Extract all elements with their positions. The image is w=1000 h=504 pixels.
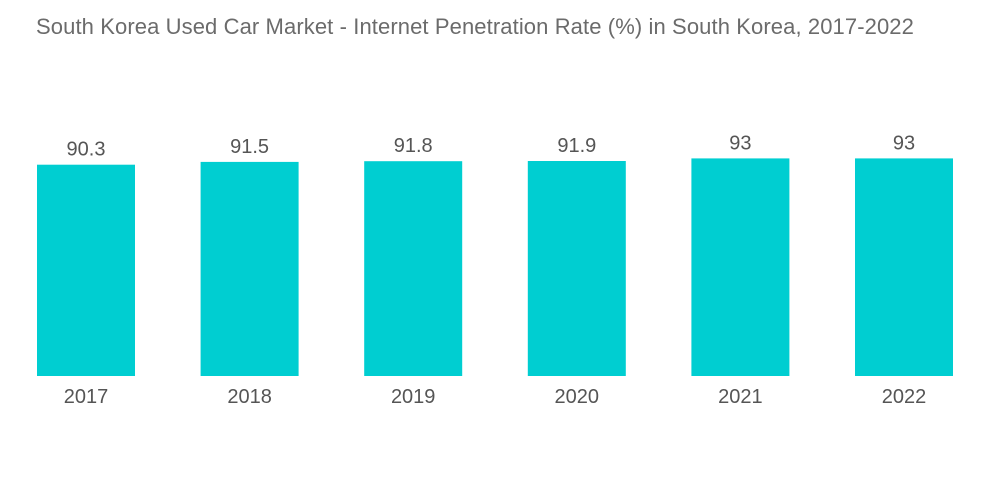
data-label-2019: 91.8 <box>394 135 433 157</box>
x-tick-label-2020: 2020 <box>555 386 600 408</box>
bars-layer <box>37 158 953 376</box>
data-label-2017: 90.3 <box>67 139 106 161</box>
x-axis-tick-labels: 2017 2018 2019 2020 2021 2022 <box>64 386 927 408</box>
bar-2017 <box>37 164 135 376</box>
data-label-2020: 91.9 <box>557 135 596 157</box>
data-labels-layer: 90.3 91.5 91.8 91.9 93 93 <box>67 132 916 160</box>
bar-2020 <box>527 161 626 376</box>
data-label-2022: 93 <box>893 132 915 154</box>
data-label-2021: 93 <box>729 132 751 154</box>
bar-2019 <box>364 161 463 376</box>
data-label-2018: 91.5 <box>230 136 269 158</box>
x-tick-label-2017: 2017 <box>64 386 109 408</box>
x-tick-label-2018: 2018 <box>227 386 272 408</box>
x-tick-label-2022: 2022 <box>882 386 927 408</box>
chart-title: South Korea Used Car Market - Internet P… <box>36 14 914 39</box>
bar-2021 <box>691 158 790 376</box>
bar-2022 <box>855 158 953 376</box>
bar-2018 <box>200 161 299 376</box>
x-tick-label-2021: 2021 <box>718 386 763 408</box>
x-tick-label-2019: 2019 <box>391 386 436 408</box>
